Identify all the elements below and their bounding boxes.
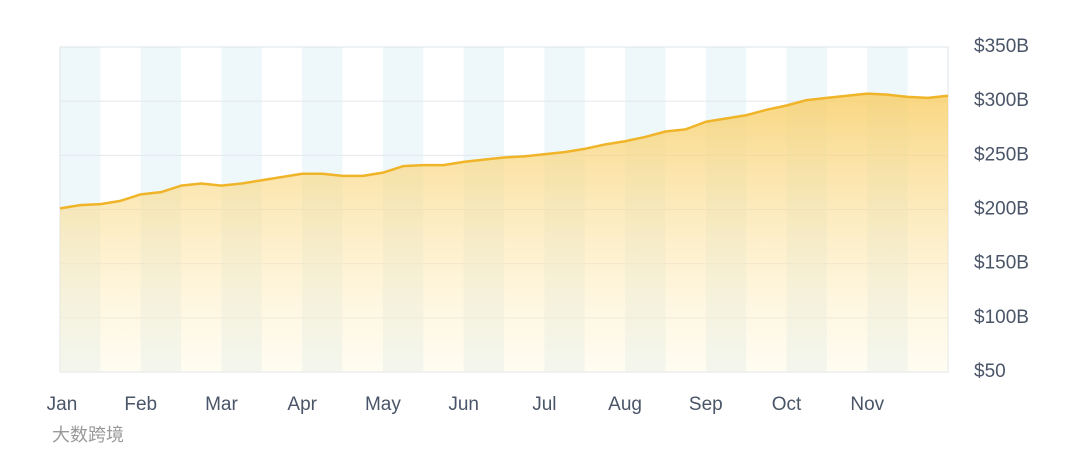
y-tick-label: $200B bbox=[974, 199, 1029, 220]
x-tick-label: Jun bbox=[448, 394, 479, 415]
x-tick-label: Sep bbox=[689, 394, 723, 415]
y-tick-label: $150B bbox=[974, 253, 1029, 274]
x-tick-label: Aug bbox=[608, 394, 642, 415]
x-tick-label: Mar bbox=[205, 394, 238, 415]
x-tick-label: Feb bbox=[124, 394, 157, 415]
y-tick-label: $350B bbox=[974, 36, 1029, 57]
y-tick-label: $250B bbox=[974, 144, 1029, 165]
x-tick-label: Apr bbox=[287, 394, 317, 415]
x-tick-label: Oct bbox=[772, 394, 802, 415]
x-tick-label: Nov bbox=[850, 394, 884, 415]
y-tick-label: $300B bbox=[974, 90, 1029, 111]
y-tick-label: $50 bbox=[974, 361, 1006, 382]
x-tick-label: Jan bbox=[47, 394, 78, 415]
area bbox=[60, 93, 948, 372]
line bbox=[59, 92, 949, 210]
x-tick-label: May bbox=[365, 394, 401, 415]
y-tick-label: $100B bbox=[974, 307, 1029, 328]
watermark: 大数跨境 bbox=[52, 425, 124, 445]
x-tick-label: Jul bbox=[532, 394, 556, 415]
